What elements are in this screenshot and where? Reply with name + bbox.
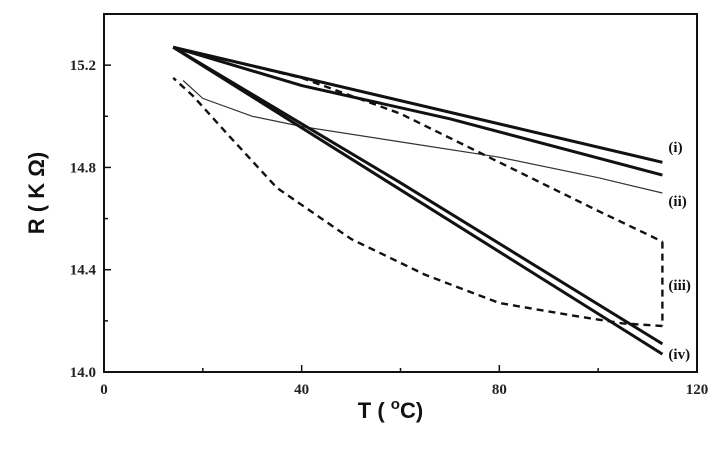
y-tick-label: 15.2 bbox=[70, 58, 96, 74]
series-3-up-line bbox=[172, 46, 663, 243]
y-tick-label: 14.8 bbox=[70, 160, 96, 176]
y-tick-label: 14.4 bbox=[70, 263, 97, 279]
series-label-4: (iv) bbox=[668, 347, 690, 363]
x-axis-label: T ( oC) bbox=[358, 396, 423, 423]
x-tick-label: 80 bbox=[492, 382, 507, 398]
series-3-down-line bbox=[172, 77, 663, 328]
x-tick-label: 40 bbox=[294, 382, 309, 398]
series-label-2: (ii) bbox=[668, 194, 686, 210]
x-tick-label: 120 bbox=[686, 382, 709, 398]
series-2-up-line bbox=[182, 80, 663, 194]
series-1-down-line bbox=[172, 45, 663, 177]
series-1-up-line bbox=[172, 45, 663, 164]
x-tick-label: 0 bbox=[100, 382, 108, 398]
series-label-3: (iii) bbox=[668, 278, 691, 294]
series-label-1: (i) bbox=[668, 140, 682, 156]
y-axis-label: R ( K Ω) bbox=[24, 152, 49, 234]
y-tick-label: 14.0 bbox=[70, 365, 96, 381]
series-4-down-line bbox=[172, 45, 664, 346]
series-4-up-line bbox=[172, 45, 664, 356]
